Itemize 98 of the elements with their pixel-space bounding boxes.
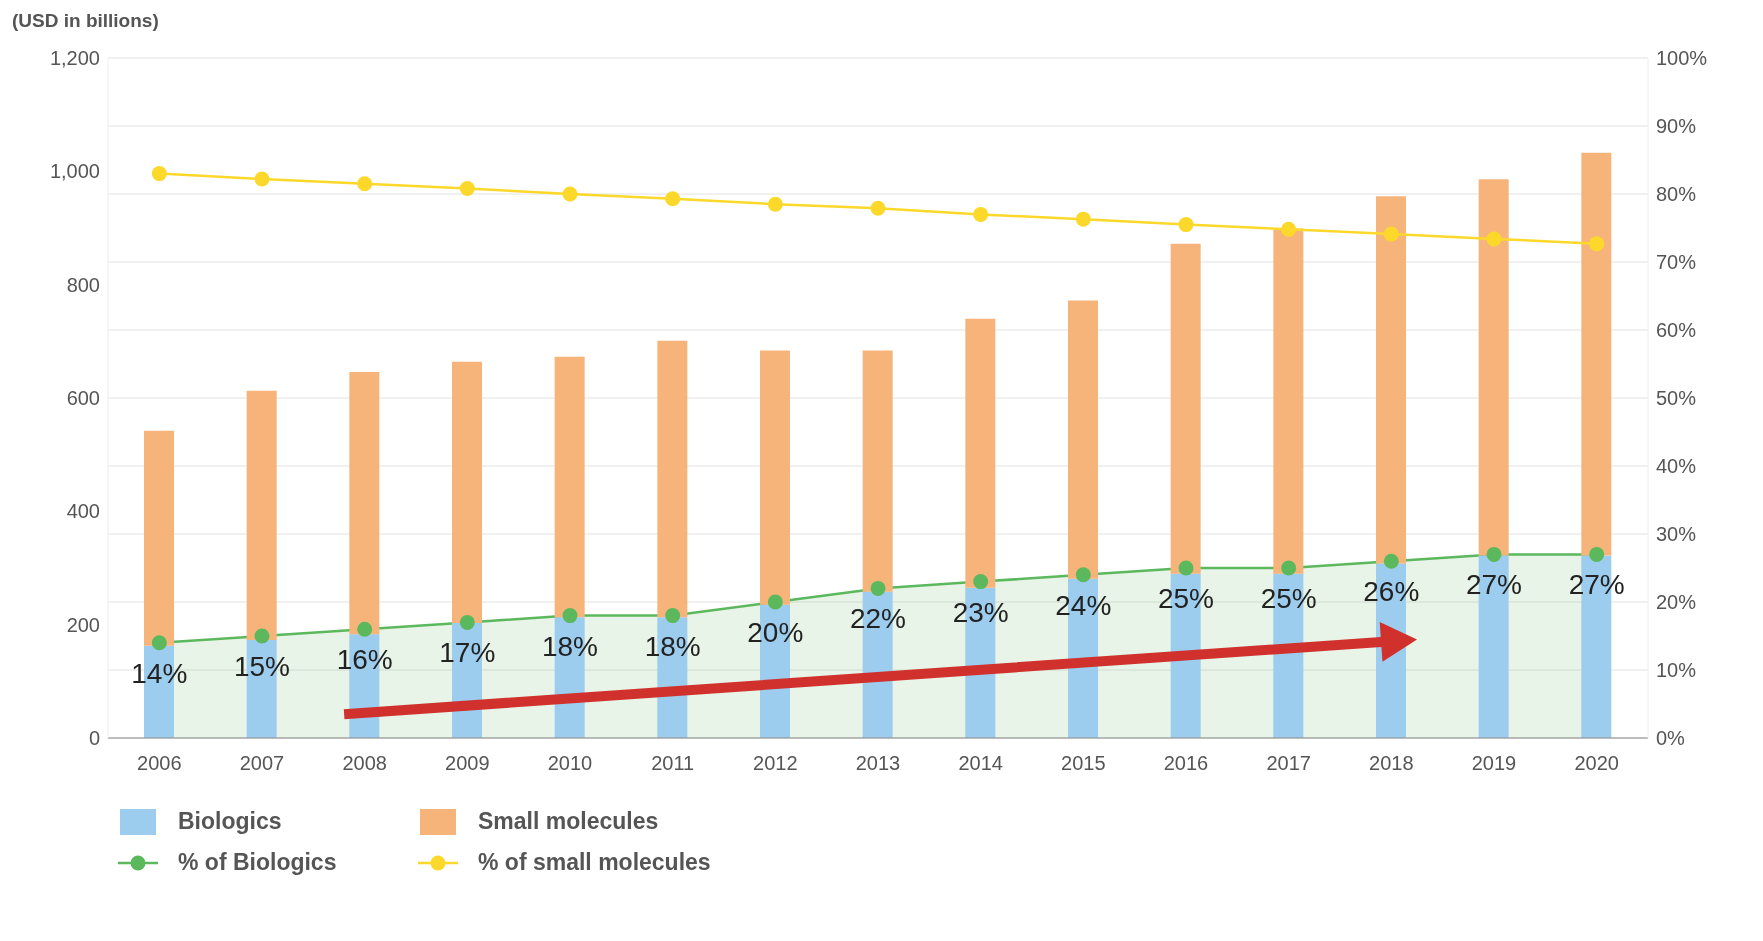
data-label: 16%	[336, 644, 393, 676]
point	[767, 594, 783, 610]
point	[1075, 567, 1091, 583]
y-tick-label: 400	[66, 500, 100, 523]
x-tick-label: 2019	[1471, 752, 1517, 775]
data-label: 22%	[849, 603, 907, 635]
bar	[657, 340, 688, 618]
y2-tick-label: 70%	[1656, 251, 1697, 274]
point	[357, 176, 373, 192]
point	[1281, 221, 1297, 237]
point	[665, 191, 681, 207]
bar	[1170, 243, 1201, 574]
x-tick-label: 2016	[1163, 752, 1209, 775]
x-tick-label: 2010	[547, 752, 593, 775]
data-label: 27%	[1568, 569, 1625, 601]
data-label: 15%	[233, 651, 291, 682]
bar	[554, 356, 585, 618]
x-tick-label: 2013	[855, 752, 901, 775]
point	[665, 608, 681, 624]
bar	[862, 350, 893, 592]
point	[459, 181, 475, 197]
point	[254, 171, 270, 187]
data-label: 17%	[439, 637, 496, 669]
point	[1383, 226, 1399, 242]
bar	[349, 371, 380, 635]
y-tick-label: 200	[66, 613, 100, 636]
y-tick-label: 1,000	[49, 160, 100, 183]
data-label: 25%	[1157, 583, 1215, 614]
point	[870, 580, 886, 596]
y-axis-title: (USD in billions)	[12, 10, 159, 32]
data-label: 14%	[131, 657, 188, 689]
legend-label: Small molecules	[478, 808, 659, 835]
point	[1589, 236, 1605, 252]
point	[151, 635, 167, 651]
y2-tick-label: 40%	[1656, 455, 1697, 478]
point	[973, 206, 989, 222]
y-tick-label: 600	[66, 387, 100, 410]
x-tick-label: 2014	[958, 752, 1003, 775]
point	[767, 196, 783, 212]
data-label: 24%	[1055, 589, 1112, 621]
bar	[1478, 179, 1509, 556]
x-tick-label: 2006	[137, 752, 182, 775]
x-tick-label: 2009	[445, 752, 490, 775]
point	[459, 614, 475, 630]
data-label: 18%	[644, 630, 701, 662]
legend-label: Biologics	[178, 808, 282, 835]
point	[562, 186, 578, 202]
point	[1486, 546, 1502, 562]
point	[1075, 211, 1091, 227]
y2-tick-label: 10%	[1656, 659, 1697, 682]
point	[254, 628, 270, 644]
point	[1589, 546, 1605, 562]
point	[870, 200, 886, 216]
data-label: 27%	[1465, 569, 1523, 601]
y-tick-label: 0	[88, 727, 100, 750]
bar	[1273, 228, 1304, 574]
point	[1383, 553, 1399, 569]
y2-tick-label: 30%	[1656, 523, 1697, 546]
x-tick-label: 2012	[753, 752, 798, 775]
point	[1486, 231, 1502, 247]
x-tick-label: 2011	[651, 752, 695, 775]
point	[151, 166, 167, 182]
data-label: 23%	[952, 596, 1009, 628]
y2-tick-label: 0%	[1656, 727, 1686, 750]
bar	[1581, 152, 1612, 556]
legend-label: % of small molecules	[478, 849, 711, 876]
point	[562, 608, 578, 624]
y2-tick-label: 50%	[1656, 387, 1697, 410]
data-label: 18%	[541, 630, 599, 662]
point	[973, 574, 989, 590]
y2-tick-label: 20%	[1656, 591, 1697, 614]
x-tick-label: 2017	[1266, 752, 1311, 775]
bar	[1068, 300, 1098, 579]
y2-tick-label: 100%	[1656, 47, 1708, 70]
y-tick-label: 1,200	[49, 47, 100, 70]
point	[1178, 217, 1194, 233]
x-tick-label: 2007	[239, 752, 285, 775]
y-tick-label: 800	[66, 273, 100, 296]
bar	[144, 430, 174, 646]
bar	[760, 350, 790, 605]
point	[1281, 560, 1297, 576]
x-tick-label: 2020	[1574, 752, 1619, 775]
x-tick-label: 2008	[342, 752, 387, 775]
x-tick-label: 2018	[1369, 752, 1414, 775]
legend-label: % of Biologics	[178, 849, 337, 876]
y2-tick-label: 90%	[1656, 115, 1697, 138]
data-label: 26%	[1363, 576, 1420, 608]
y2-tick-label: 60%	[1656, 319, 1697, 342]
point	[357, 621, 373, 637]
bar	[1376, 196, 1406, 564]
bar	[965, 318, 996, 588]
x-tick-label: 2015	[1061, 752, 1106, 775]
bar	[246, 390, 277, 640]
y2-tick-label: 80%	[1656, 183, 1697, 206]
point	[1178, 560, 1194, 576]
data-label: 25%	[1260, 583, 1317, 614]
bar	[452, 361, 482, 623]
data-label: 20%	[747, 617, 804, 648]
